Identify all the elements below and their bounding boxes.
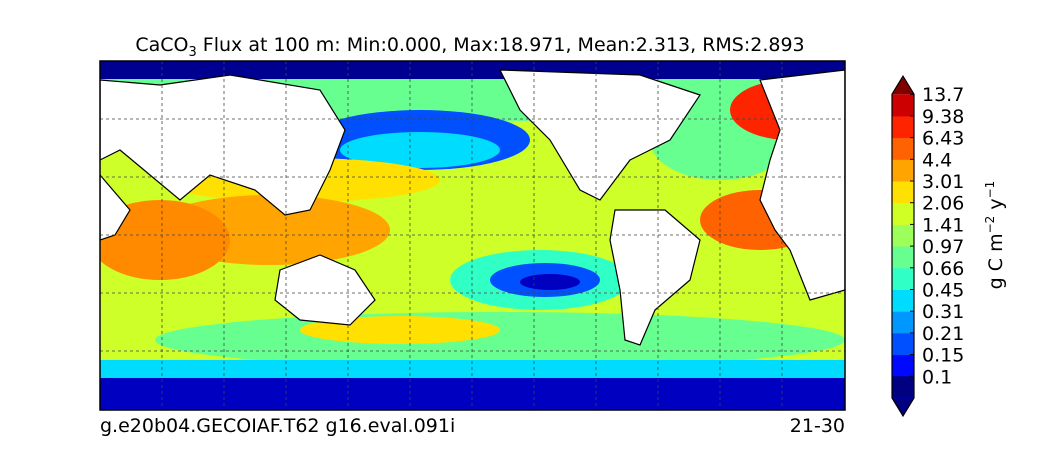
colorbar-segment xyxy=(892,267,914,290)
colorbar-tick-label: 9.38 xyxy=(922,106,964,128)
colorbar-tick-label: 0.45 xyxy=(922,280,964,302)
colorbar-outline xyxy=(891,75,915,418)
colorbar-segment xyxy=(892,137,914,160)
colorbar-tick-label: 0.21 xyxy=(922,323,964,345)
footer-right: 21-30 xyxy=(790,415,845,437)
title: CaCO3 Flux at 100 m: Min:0.000, Max:18.9… xyxy=(135,34,804,60)
colorbar-segment xyxy=(892,246,914,269)
colorbar-extend-low xyxy=(892,398,914,416)
colorbar-tick-label: 0.15 xyxy=(922,345,964,367)
colorbar-tick-label: 0.1 xyxy=(922,366,952,388)
colorbar-segment xyxy=(892,332,914,356)
footer-left: g.e20b04.GECOIAF.T62 g16.eval.091i xyxy=(100,415,455,437)
colorbar-tick-label: 2.06 xyxy=(922,193,964,215)
colorbar-tick-label: 0.31 xyxy=(922,301,964,323)
colorbar-segment xyxy=(892,311,914,334)
colorbar-segment xyxy=(892,159,914,182)
colorbar-segment xyxy=(892,202,914,225)
colorbar-segment xyxy=(892,376,914,398)
map xyxy=(100,61,845,410)
colorbar-tick-label: 0.97 xyxy=(922,236,964,258)
colorbar-tick-label: 0.66 xyxy=(922,258,964,280)
map-frame xyxy=(99,60,846,411)
colorbar: 0.10.150.210.310.450.660.971.412.063.014… xyxy=(891,75,964,418)
colorbar-tick-label: 3.01 xyxy=(922,171,964,193)
colorbar-tick-label: 1.41 xyxy=(922,214,964,236)
colorbar-tick-label: 6.43 xyxy=(922,128,964,150)
colorbar-tick-label: 4.4 xyxy=(922,149,952,171)
colorbar-segment xyxy=(892,115,914,139)
colorbar-segment xyxy=(892,94,914,117)
colorbar-extend-high xyxy=(892,76,914,95)
colorbar-segment xyxy=(892,224,914,247)
colorbar-segment xyxy=(892,181,914,204)
colorbar-segment xyxy=(892,354,914,377)
colorbar-label: g C m−2 y−1 xyxy=(983,181,1007,290)
colorbar-tick-label: 13.7 xyxy=(922,84,964,106)
colorbar-segment xyxy=(892,289,914,312)
